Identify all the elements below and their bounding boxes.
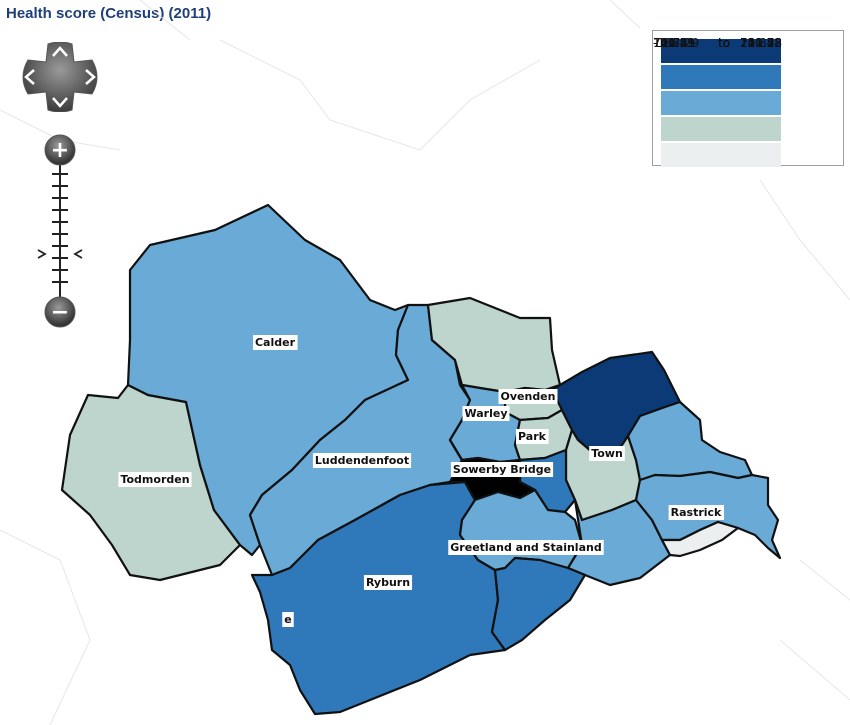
- legend-from: -137.29: [653, 36, 700, 50]
- region-label: Park: [518, 430, 547, 443]
- region-label-bg: [462, 406, 510, 421]
- pan-right-icon[interactable]: [85, 69, 96, 85]
- legend-to: to: [718, 36, 731, 50]
- pan-up-icon[interactable]: [52, 46, 68, 57]
- pan-down-icon[interactable]: [52, 97, 68, 108]
- region-labels: Calder Todmorden Luddendenfoot Ryburn Ovende…: [118, 335, 725, 627]
- partial-region-label-bg: [282, 612, 294, 627]
- legend-row: 71.88 to 101.48: [653, 36, 843, 141]
- region-label: Ryburn: [366, 576, 410, 589]
- region-label: Todmorden: [120, 473, 189, 486]
- pan-control[interactable]: [18, 42, 102, 112]
- region-label-bg: [589, 446, 625, 461]
- legend-max: 121.5: [740, 36, 775, 50]
- legend-max: 140.22: [740, 36, 782, 50]
- legend: 140.23 to 210.78 121.51 to 140.22 101.49 to 12…: [652, 30, 844, 167]
- zoom-in-icon: +: [51, 138, 69, 163]
- partial-region-label: e: [284, 613, 291, 626]
- region-label-bg: [668, 505, 725, 520]
- legend-from: 101.49: [653, 36, 695, 50]
- legend-from: 71.88: [653, 36, 688, 50]
- legend-swatch: [661, 142, 781, 167]
- legend-from: 121.51: [653, 36, 695, 50]
- map-title: Health score (Census) (2011): [6, 5, 212, 22]
- pan-left-icon[interactable]: [24, 69, 35, 85]
- legend-max: 210.78: [740, 36, 782, 50]
- region-label: Warley: [465, 407, 508, 420]
- legend-to: to: [718, 36, 731, 50]
- region-label-bg: [498, 389, 558, 404]
- legend-swatch: [661, 116, 781, 141]
- region-label-bg: [363, 575, 413, 590]
- legend-row: 101.49 to 121.5: [653, 36, 843, 115]
- region-label: Greetland and Stainland: [450, 541, 601, 554]
- zoom-out-icon: −: [51, 300, 69, 325]
- region-label: Town: [591, 447, 623, 460]
- legend-swatch: [661, 64, 781, 89]
- legend-max: 101.48: [740, 36, 782, 50]
- legend-row: 140.23 to 210.78: [653, 36, 843, 63]
- region-label-bg: [312, 453, 412, 468]
- region-label: Sowerby Bridge: [453, 463, 551, 476]
- legend-to: to: [718, 36, 731, 50]
- region-label: Ovenden: [501, 390, 556, 403]
- legend-max: 71.87: [740, 36, 775, 50]
- region-label-bg: [118, 472, 192, 487]
- region-label-bg: [448, 540, 604, 555]
- legend-from: 140.23: [653, 36, 695, 50]
- zoom-control[interactable]: + −: [36, 134, 84, 329]
- legend-swatch: [661, 38, 781, 63]
- region-label: Luddendenfoot: [315, 454, 409, 467]
- zoom-out-button[interactable]: −: [44, 296, 76, 328]
- legend-to: to: [718, 36, 731, 50]
- region-label: Rastrick: [671, 506, 722, 519]
- region-label-bg: [450, 462, 554, 477]
- legend-to: to: [718, 36, 731, 50]
- zoom-level-marker-icon[interactable]: [37, 249, 83, 259]
- region-southowram[interactable]: [490, 556, 587, 652]
- region-hipperholme[interactable]: [626, 400, 754, 482]
- legend-row: 121.51 to 140.22: [653, 36, 843, 89]
- region-label-bg: [516, 429, 549, 444]
- legend-swatch: [661, 90, 781, 115]
- region-brighouse[interactable]: [660, 520, 740, 558]
- region-label: Calder: [255, 336, 296, 349]
- legend-row: -137.29 to 71.87: [653, 36, 843, 167]
- zoom-in-button[interactable]: +: [44, 134, 76, 166]
- region-label-bg: [252, 335, 298, 350]
